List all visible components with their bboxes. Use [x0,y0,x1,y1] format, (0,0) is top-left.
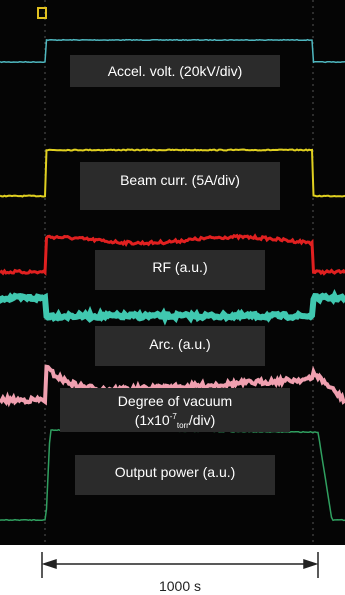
arrow-head [304,560,316,568]
scale-bar [42,552,318,578]
label: Arc. (a.u.) [149,336,210,352]
label: Beam curr. (5A/div) [120,172,240,188]
label: Accel. volt. (20kV/div) [108,63,243,79]
scope-screen: Accel. volt. (20kV/div) Beam curr. (5A/d… [0,0,345,595]
label: Output power (a.u.) [115,464,236,480]
label: RF (a.u.) [152,259,207,275]
scale-label: 1000 s [159,578,201,594]
arrow-head [44,560,56,568]
label-part: -7 [170,412,178,421]
label: Degree of vacuum [118,393,232,409]
label-part: /div) [189,412,215,428]
label-part: torr [177,421,189,430]
label-part: (1x10 [135,412,170,428]
figure: Accel. volt. (20kV/div) Beam curr. (5A/d… [0,0,345,595]
